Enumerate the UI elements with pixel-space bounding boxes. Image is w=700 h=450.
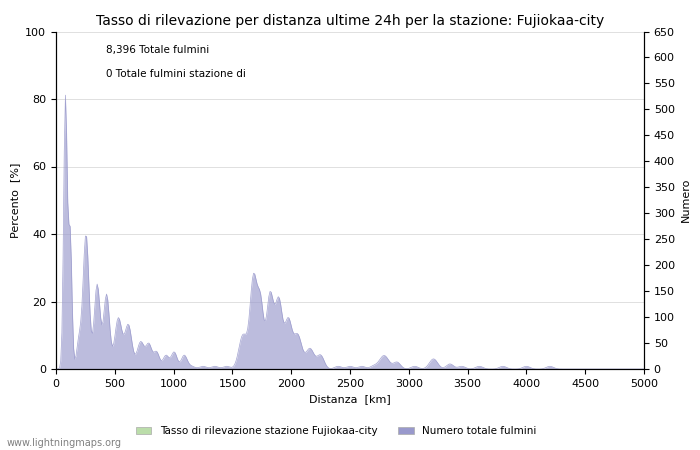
Text: 0 Totale fulmini stazione di: 0 Totale fulmini stazione di <box>106 68 246 79</box>
Y-axis label: Percento  [%]: Percento [%] <box>10 162 20 238</box>
Title: Tasso di rilevazione per distanza ultime 24h per la stazione: Fujiokaa-city: Tasso di rilevazione per distanza ultime… <box>96 14 604 27</box>
Text: www.lightningmaps.org: www.lightningmaps.org <box>7 438 122 448</box>
Y-axis label: Numero: Numero <box>680 178 690 222</box>
Text: 8,396 Totale fulmini: 8,396 Totale fulmini <box>106 45 209 55</box>
X-axis label: Distanza  [km]: Distanza [km] <box>309 394 391 404</box>
Legend: Tasso di rilevazione stazione Fujiokaa-city, Numero totale fulmini: Tasso di rilevazione stazione Fujiokaa-c… <box>132 422 540 440</box>
